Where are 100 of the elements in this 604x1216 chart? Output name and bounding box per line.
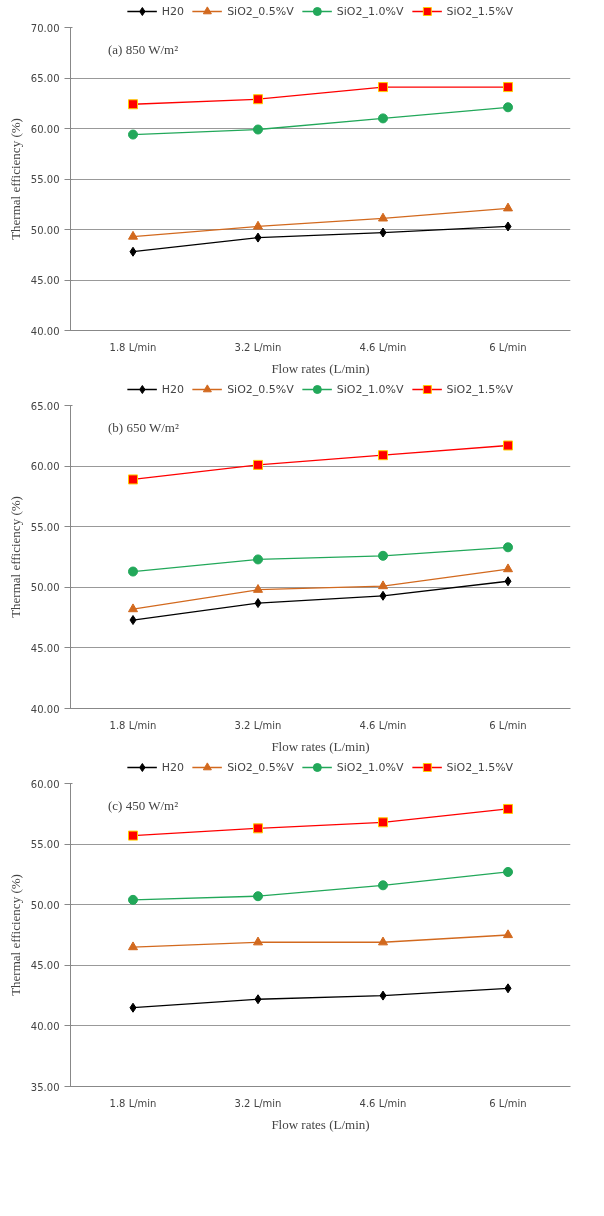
point (503, 563, 513, 573)
y-tick-label: 65.00 (30, 73, 60, 84)
x-tick-label: 3.2 L/min (234, 719, 282, 731)
x-tick-label: 4.6 L/min (359, 341, 407, 353)
point (504, 576, 512, 587)
point (253, 554, 263, 565)
y-tick-label: 40.00 (30, 1020, 60, 1032)
x-tick-label: 6 L/min (489, 341, 527, 353)
y-tick-label: 45.00 (30, 642, 60, 654)
annotation: (c) 450 W/m² (108, 797, 179, 813)
y-axis-title: Thermal efficiency (%) (7, 496, 23, 618)
x-axis-title: Flow rates (L/min) (271, 1116, 370, 1132)
point (128, 566, 138, 577)
x-tick-label: 4.6 L/min (359, 1097, 407, 1109)
point (503, 866, 513, 877)
legend-label: SiO2_0.5%V (227, 382, 294, 396)
x-tick-label: 1.8 L/min (109, 1097, 157, 1109)
point (254, 232, 262, 243)
point (503, 803, 513, 814)
point (253, 584, 263, 593)
point (129, 1002, 137, 1013)
point (253, 220, 263, 230)
point (379, 990, 387, 1001)
x-tick-label: 6 L/min (489, 1097, 527, 1109)
x-axis-title: Flow rates (L/min) (271, 738, 370, 754)
legend-label: SiO2_1.5%V (446, 760, 514, 774)
y-axis-title: Thermal efficiency (%) (7, 874, 23, 996)
legend-label: SiO2_1.0%V (336, 4, 404, 18)
y-tick-label: 55.00 (30, 839, 60, 851)
x-tick-label: 6 L/min (489, 719, 527, 731)
point (378, 936, 388, 946)
annotation: (a) 850 W/m² (108, 41, 179, 57)
y-tick-label: 40.00 (30, 703, 60, 715)
point (254, 994, 262, 1005)
legend-label: SiO2_0.5%V (227, 760, 294, 774)
point (379, 590, 387, 601)
point (129, 615, 137, 626)
y-tick-label: 65.00 (30, 400, 60, 412)
point (504, 983, 512, 994)
point (378, 817, 388, 828)
y-tick-label: 70.00 (30, 22, 60, 34)
point (503, 102, 513, 113)
y-axis-title: Thermal efficiency (%) (7, 118, 23, 240)
point (503, 929, 513, 939)
point (128, 230, 138, 240)
x-axis-title: Flow rates (L/min) (271, 360, 370, 376)
point (379, 227, 387, 238)
point (253, 459, 263, 470)
point (503, 542, 513, 553)
legend-label: H20 (161, 4, 185, 18)
point (504, 221, 512, 232)
point (128, 474, 138, 485)
legend-label: H20 (161, 382, 185, 396)
y-tick-label: 55.00 (30, 174, 60, 185)
point (503, 82, 513, 93)
y-tick-label: 60.00 (30, 123, 60, 135)
legend-label: H20 (161, 760, 185, 774)
x-tick-label: 1.8 L/min (109, 719, 157, 731)
legend-label: SiO2_1.5%V (446, 4, 514, 18)
x-tick-label: 4.6 L/min (359, 719, 407, 731)
legend-label: SiO2_1.0%V (336, 382, 404, 396)
x-tick-label: 1.8 L/min (109, 341, 157, 353)
point (503, 440, 513, 451)
point (253, 936, 263, 946)
annotation: (b) 650 W/m² (108, 419, 179, 435)
y-tick-label: 55.00 (30, 521, 60, 533)
point (378, 113, 388, 124)
legend-label: SiO2_1.5%V (446, 382, 514, 396)
point (378, 880, 388, 891)
point (503, 202, 513, 212)
x-tick-label: 3.2 L/min (234, 1097, 282, 1109)
point (128, 894, 138, 905)
x-tick-label: 3.2 L/min (234, 341, 282, 353)
point (128, 129, 138, 140)
point (378, 212, 388, 222)
y-tick-label: 45.00 (30, 275, 60, 286)
point (253, 94, 263, 105)
y-tick-label: 45.00 (30, 960, 60, 972)
legend-label: SiO2_1.0%V (336, 760, 404, 774)
y-tick-label: 60.00 (30, 461, 60, 473)
point (378, 550, 388, 561)
y-tick-label: 50.00 (30, 224, 60, 236)
point (128, 603, 138, 613)
point (129, 246, 137, 257)
point (253, 823, 263, 834)
y-tick-label: 40.00 (30, 325, 60, 337)
point (254, 598, 262, 609)
y-tick-label: 35.00 (30, 1081, 60, 1093)
legend-label: SiO2_0.5%V (227, 4, 294, 18)
point (378, 580, 388, 590)
y-tick-label: 60.00 (30, 778, 60, 790)
y-tick-label: 50.00 (30, 899, 60, 911)
point (253, 124, 263, 135)
point (128, 99, 138, 110)
point (128, 830, 138, 841)
point (378, 450, 388, 461)
y-tick-label: 50.00 (30, 582, 60, 594)
point (253, 891, 263, 902)
point (378, 82, 388, 93)
point (128, 941, 138, 951)
